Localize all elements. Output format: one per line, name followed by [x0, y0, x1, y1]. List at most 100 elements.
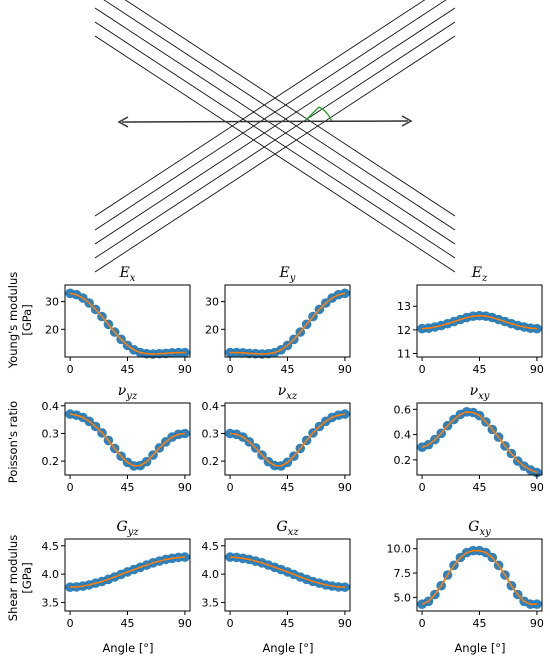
- subplot-G-xy: Gxy 0 45 90 5.0 7.5 10.0: [387, 519, 544, 630]
- subplot-E-y: Ey 0 45 90 20 30: [205, 265, 352, 376]
- subplot-title-G-yz: Gyz: [116, 519, 139, 538]
- subplot-title-nu-yz: νyz: [118, 383, 138, 402]
- arrow-head-left: [117, 116, 129, 128]
- y-tick-label: 0.2: [202, 455, 220, 468]
- x-tick-label: 45: [121, 363, 135, 376]
- x-tick-label: 0: [419, 481, 426, 494]
- subplot-title-nu-xz: νxz: [278, 383, 298, 402]
- x-tick-label: 90: [530, 363, 544, 376]
- y-tick-label: 20: [45, 323, 59, 336]
- arrow-head-right: [401, 115, 413, 127]
- y-tick-label: 3.5: [202, 596, 220, 609]
- subplot-title-nu-xy: νxy: [470, 383, 490, 402]
- x-tick-label: 0: [67, 481, 74, 494]
- x-tick-label: 45: [281, 363, 295, 376]
- title-subscript: xy: [478, 391, 490, 402]
- y-tick-label: 4.5: [42, 540, 60, 553]
- y-tick-label: 30: [205, 296, 219, 309]
- title-symbol: G: [276, 519, 287, 535]
- x-tick-label: 90: [178, 481, 192, 494]
- x-tick-label: 90: [178, 617, 192, 630]
- y-tick-label: 0.2: [42, 455, 60, 468]
- subplot-E-x: Ex 0 45 90 20 30: [45, 265, 192, 376]
- y-tick-label: 5.0: [394, 591, 412, 604]
- diagonal-line-down-1: [124, 0, 456, 217]
- subplot-title-E-y: Ey: [279, 265, 296, 284]
- diagonal-line-up-1: [94, 0, 426, 217]
- subplot-G-yz: Gyz 0 45 90 3.5 4.0 4.5: [42, 519, 192, 630]
- subplot-title-G-xz: Gxz: [276, 519, 299, 538]
- y-tick-label: 11: [397, 347, 411, 360]
- x-tick-label: 0: [67, 617, 74, 630]
- x-tick-label: 45: [473, 363, 487, 376]
- title-symbol: E: [471, 265, 482, 281]
- data-point: [340, 409, 350, 419]
- fiber-orientation-diagram: [94, 0, 456, 273]
- x-tick-label: 0: [227, 617, 234, 630]
- angle-arc: [318, 106, 333, 123]
- fit-line: [421, 410, 538, 474]
- y-tick-label: 4.0: [202, 568, 220, 581]
- subplot-title-E-x: Ex: [119, 265, 136, 284]
- fit-line: [70, 556, 185, 588]
- subplot-nu-xz: νxz 0 45 90 0.2 0.3 0.4: [202, 383, 352, 494]
- fit-line: [421, 549, 537, 606]
- x-tick-label: 45: [473, 481, 487, 494]
- subplot-title-G-xy: Gxy: [468, 519, 491, 538]
- y-tick-label: 7.5: [394, 567, 412, 580]
- y-tick-label: 0.3: [202, 427, 220, 440]
- fit-line: [69, 292, 185, 355]
- diagonal-line-up-2: [94, 0, 447, 231]
- fit-line: [422, 314, 537, 330]
- y-tick-label: 12: [397, 324, 411, 337]
- x-tick-label: 0: [227, 481, 234, 494]
- angle-ray: [303, 106, 320, 123]
- title-subscript: x: [130, 273, 136, 284]
- title-subscript: z: [481, 273, 488, 284]
- title-subscript: xy: [479, 527, 491, 538]
- y-tick-label: 0.6: [394, 403, 412, 416]
- subplot-title-E-z: Ez: [471, 265, 488, 284]
- title-subscript: yz: [125, 391, 138, 402]
- y-tick-label: 30: [45, 296, 59, 309]
- double-headed-arrow: [117, 115, 413, 128]
- row-label-shear-unit: [GPa]: [20, 562, 34, 593]
- x-axis-label-col3: Angle [°]: [454, 641, 505, 655]
- y-tick-label: 0.2: [394, 454, 412, 467]
- data-point: [340, 582, 350, 592]
- title-symbol: G: [468, 519, 479, 535]
- fit-line: [69, 413, 185, 467]
- x-tick-label: 45: [121, 617, 135, 630]
- x-axis-label-col1: Angle [°]: [102, 641, 153, 655]
- fit-line: [230, 556, 345, 588]
- diagonal-line-up-4: [94, 21, 456, 259]
- y-tick-label: 0.3: [42, 427, 60, 440]
- axes-frame: [416, 284, 543, 358]
- x-tick-label: 90: [338, 481, 352, 494]
- title-symbol: E: [279, 265, 290, 281]
- y-tick-label: 0.4: [394, 429, 412, 442]
- row-label-poissons-ratio: Poisson's ratio: [6, 401, 20, 483]
- x-tick-label: 0: [419, 363, 426, 376]
- y-tick-label: 4.0: [42, 568, 60, 581]
- title-subscript: xz: [286, 391, 298, 402]
- x-tick-label: 90: [338, 617, 352, 630]
- arrow-shaft: [121, 120, 409, 123]
- x-tick-label: 90: [338, 363, 352, 376]
- title-subscript: yz: [127, 527, 140, 538]
- y-tick-label: 0.4: [202, 400, 220, 413]
- title-symbol: ν: [118, 383, 127, 399]
- data-point: [340, 288, 350, 299]
- x-tick-label: 45: [473, 617, 487, 630]
- diagonal-line-up-5: [94, 35, 456, 273]
- x-tick-label: 90: [178, 363, 192, 376]
- title-symbol: ν: [470, 383, 479, 399]
- subplot-G-xz: Gxz 0 45 90 3.5 4.0 4.5: [202, 519, 352, 630]
- x-tick-label: 45: [281, 481, 295, 494]
- title-subscript: y: [289, 273, 296, 284]
- subplot-nu-xy: νxy 0 45 90 0.2 0.4 0.6: [394, 383, 544, 494]
- row-label-shear-modulus: Shear modulus: [6, 535, 20, 621]
- y-tick-label: 3.5: [42, 596, 60, 609]
